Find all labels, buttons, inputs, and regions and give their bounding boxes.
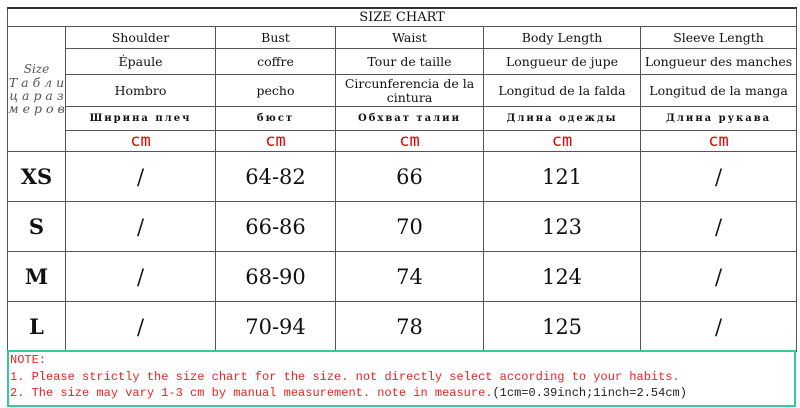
size-cell: XS xyxy=(7,151,66,202)
col-header-es: Longitud de la manga xyxy=(639,74,798,107)
col-header-en: Sleeve Length xyxy=(639,26,798,49)
col-header-en: Body Length xyxy=(483,26,641,49)
note-line-1: 1. Please strictly the size chart for th… xyxy=(10,369,680,384)
value-cell: / xyxy=(639,151,798,202)
col-header-ru: Длина одежды xyxy=(483,106,641,131)
value-cell: / xyxy=(639,301,798,352)
value-cell: / xyxy=(65,201,216,252)
col-header-es: Longitud de la falda xyxy=(483,74,641,107)
col-header-fr: coffre xyxy=(215,48,336,75)
value-cell: 125 xyxy=(483,301,641,352)
size-cell: L xyxy=(7,301,66,352)
note-box: NOTE: 1. Please strictly the size chart … xyxy=(7,350,796,407)
col-header-en: Bust xyxy=(215,26,336,49)
col-header-en: Shoulder xyxy=(65,26,216,49)
value-cell: 68-90 xyxy=(215,251,336,302)
conversion-text: (1cm=0.39inch;1inch=2.54cm) xyxy=(492,386,687,400)
unit-label: cm xyxy=(483,130,641,152)
value-cell: 124 xyxy=(483,251,641,302)
col-header-ru: Обхват талии xyxy=(335,106,484,131)
value-cell: 74 xyxy=(335,251,484,302)
value-cell: 121 xyxy=(483,151,641,202)
table-row: M / 68-90 74 124 / xyxy=(7,251,798,302)
size-cell: M xyxy=(7,251,66,302)
col-header-en: Waist xyxy=(335,26,484,49)
note-line-2: 2. The size may vary 1-3 cm by manual me… xyxy=(10,386,687,400)
col-header-ru: бюст xyxy=(215,106,336,131)
unit-label: cm xyxy=(335,130,484,152)
unit-label: cm xyxy=(215,130,336,152)
size-header: Size Т а б л и ц а р а з м е р о в xyxy=(7,26,66,152)
col-header-es: pecho xyxy=(215,74,336,107)
unit-label: cm xyxy=(639,130,798,152)
size-cell: S xyxy=(7,201,66,252)
col-header-fr: Longueur de jupe xyxy=(483,48,641,75)
size-chart-table: SIZE CHART Size Т а б л и ц а р а з м е р… xyxy=(6,7,798,352)
value-cell: 70-94 xyxy=(215,301,336,352)
col-header-fr: Épaule xyxy=(65,48,216,75)
value-cell: 66 xyxy=(335,151,484,202)
value-cell: 123 xyxy=(483,201,641,252)
col-header-es: Hombro xyxy=(65,74,216,107)
value-cell: / xyxy=(639,201,798,252)
table-row: S / 66-86 70 123 / xyxy=(7,201,798,252)
col-header-ru: Длина рукава xyxy=(639,106,798,131)
col-header-ru: Ширина плеч xyxy=(65,106,216,131)
col-header-fr: Longueur des manches xyxy=(639,48,798,75)
value-cell: 66-86 xyxy=(215,201,336,252)
value-cell: / xyxy=(65,151,216,202)
chart-title: SIZE CHART xyxy=(6,7,798,27)
value-cell: 78 xyxy=(335,301,484,352)
value-cell: 64-82 xyxy=(215,151,336,202)
table-row: L / 70-94 78 125 / xyxy=(7,301,798,352)
value-cell: / xyxy=(65,251,216,302)
value-cell: / xyxy=(65,301,216,352)
value-cell: 70 xyxy=(335,201,484,252)
col-header-es: Circunferencia de la cintura xyxy=(335,74,484,107)
note-heading: NOTE: xyxy=(10,353,47,367)
col-header-fr: Tour de taille xyxy=(335,48,484,75)
table-row: XS / 64-82 66 121 / xyxy=(7,151,798,202)
value-cell: / xyxy=(639,251,798,302)
unit-label: cm xyxy=(65,130,216,152)
